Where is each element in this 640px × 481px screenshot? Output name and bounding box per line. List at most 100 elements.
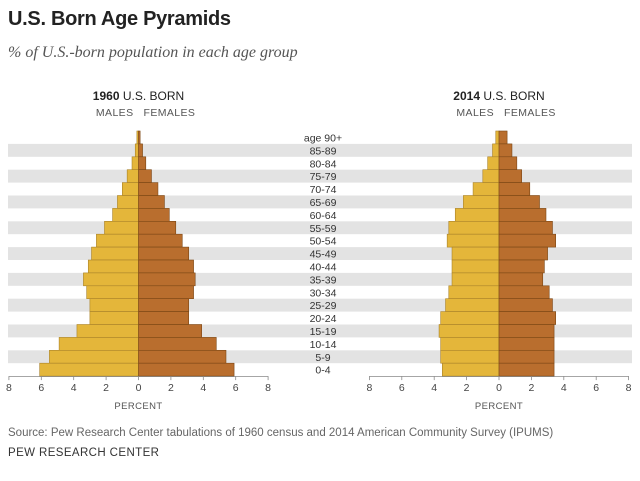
female-bar [498, 221, 553, 235]
x-tick-label: 2 [464, 382, 470, 394]
x-tick-label: 4 [200, 382, 206, 394]
female-bar [498, 156, 518, 171]
male-bar [495, 130, 500, 145]
male-bar [448, 221, 500, 235]
male-bar [87, 259, 139, 274]
male-bar [86, 285, 139, 299]
age-label: 50-54 [310, 236, 337, 248]
female-bar [138, 337, 217, 351]
female-bar [498, 362, 555, 377]
male-bar [472, 182, 500, 196]
male-bar [131, 156, 139, 171]
age-label: 45-49 [310, 249, 337, 261]
male-bar [482, 169, 500, 183]
age-label: age 90+ [304, 132, 342, 144]
male-bar [438, 324, 500, 338]
x-tick-label: 8 [626, 382, 632, 394]
age-label: 65-69 [310, 197, 337, 209]
female-bar [138, 324, 202, 338]
male-bar [117, 195, 139, 209]
male-bar [91, 246, 139, 261]
female-bar [498, 169, 522, 183]
female-bar [138, 130, 141, 145]
x-tick-label: 2 [103, 382, 109, 394]
female-bar [138, 208, 170, 222]
male-bar [446, 233, 500, 248]
row-band [8, 169, 632, 183]
panel-title-1960: 1960 U.S. BORN [93, 89, 184, 103]
females-label: FEMALES [144, 107, 196, 119]
male-bar [49, 349, 139, 364]
credit-line: PEW RESEARCH CENTER [8, 447, 160, 459]
female-bar [138, 298, 190, 312]
female-bar [498, 349, 555, 364]
male-bar [440, 337, 500, 351]
chart-title: U.S. Born Age Pyramids [8, 8, 231, 30]
male-bar [440, 349, 500, 364]
panel-title-rest: U.S. BORN [480, 89, 545, 103]
female-bar [498, 259, 545, 274]
age-label: 60-64 [310, 210, 337, 222]
x-tick-label: 8 [366, 382, 372, 394]
female-bar [138, 233, 183, 248]
female-bar [498, 298, 553, 312]
age-label: 85-89 [310, 145, 337, 157]
male-bar [76, 324, 139, 338]
x-tick-label: 6 [38, 382, 44, 394]
age-label: 80-84 [310, 158, 337, 170]
x-axis-label: PERCENT [475, 401, 523, 412]
age-label: 20-24 [310, 313, 337, 325]
female-bar [498, 324, 555, 338]
males-label: MALES [456, 107, 494, 119]
x-tick-label: 6 [593, 382, 599, 394]
male-bar [487, 156, 500, 171]
age-label: 75-79 [310, 171, 337, 183]
female-bar [498, 233, 557, 248]
female-bar [498, 143, 513, 158]
female-bar [138, 246, 190, 261]
female-bar [498, 285, 550, 299]
male-bar [451, 272, 500, 287]
panel-title-2014: 2014 U.S. BORN [453, 89, 544, 103]
chart-subtitle: % of U.S.-born population in each age gr… [8, 44, 298, 61]
females-label: FEMALES [504, 107, 556, 119]
male-bar [104, 221, 139, 235]
age-label: 30-34 [310, 287, 337, 299]
female-bar [138, 285, 194, 299]
age-label: 70-74 [310, 184, 337, 196]
x-tick-label: 6 [399, 382, 405, 394]
female-bar [138, 259, 194, 274]
male-bar [448, 285, 500, 299]
male-bar [454, 208, 500, 222]
female-bar [138, 169, 152, 183]
male-bar [134, 143, 139, 158]
female-bar [138, 182, 159, 196]
male-bar [492, 143, 500, 158]
age-label: 10-14 [310, 339, 337, 351]
female-bar [138, 156, 147, 171]
male-bar [89, 298, 139, 312]
male-bar [89, 311, 139, 325]
female-bar [498, 195, 540, 209]
female-bar [138, 311, 190, 325]
female-bar [498, 337, 555, 351]
female-bar [498, 130, 508, 145]
x-tick-label: 0 [136, 382, 142, 394]
row-band [8, 143, 632, 157]
male-bar [451, 246, 500, 261]
x-tick-label: 4 [431, 382, 437, 394]
x-tick-label: 8 [6, 382, 12, 394]
x-tick-label: 6 [233, 382, 239, 394]
x-tick-label: 2 [168, 382, 174, 394]
male-bar [445, 298, 500, 312]
male-bar [441, 362, 500, 377]
age-label: 5-9 [315, 352, 330, 364]
panel-year: 1960 [93, 89, 120, 103]
male-bar [112, 208, 139, 222]
female-bar [138, 195, 165, 209]
female-bar [498, 311, 557, 325]
x-tick-label: 0 [496, 382, 502, 394]
male-bar [58, 337, 139, 351]
male-bar [122, 182, 139, 196]
